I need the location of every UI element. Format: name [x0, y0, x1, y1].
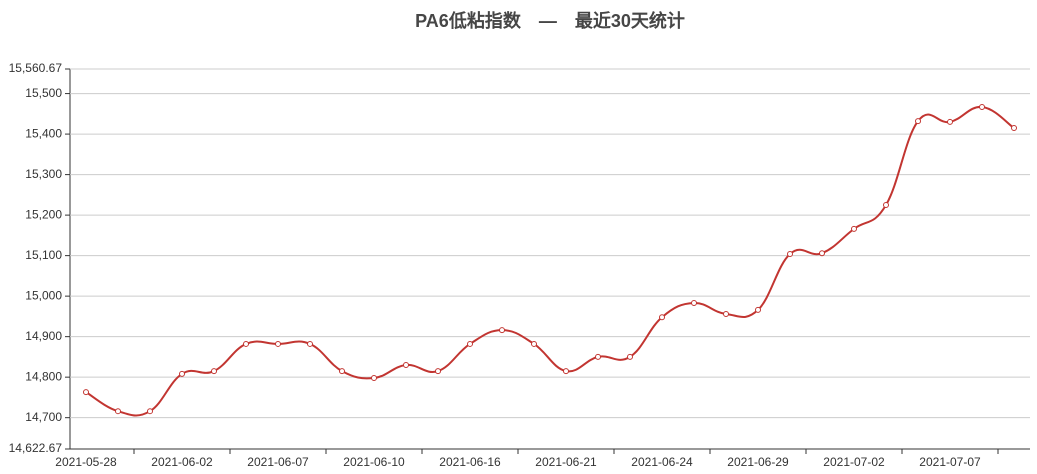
x-tick-label: 2021-06-02 — [151, 455, 213, 469]
y-tick-label: 15,000 — [25, 288, 62, 302]
point — [851, 225, 857, 232]
point — [179, 370, 185, 377]
x-tick-label: 2021-06-07 — [247, 455, 309, 469]
y-tick-label: 14,800 — [25, 369, 62, 383]
point — [947, 118, 953, 125]
point — [979, 103, 985, 110]
point — [787, 251, 793, 258]
x-tick-label: 2021-07-07 — [919, 455, 981, 469]
x-tick-label: 2021-06-10 — [343, 455, 405, 469]
line — [85, 105, 1015, 417]
point — [467, 340, 473, 347]
point — [307, 340, 313, 347]
point — [659, 314, 665, 321]
x-tick-label: 2021-06-24 — [631, 455, 693, 469]
point — [147, 408, 153, 415]
point — [755, 306, 761, 313]
y-tick-label: 15,400 — [25, 126, 62, 140]
point — [723, 310, 729, 317]
y-tick-label: 14,622.67 — [9, 441, 63, 455]
chart-title: PA6低粘指数 — 最近30天统计 — [415, 10, 685, 31]
point — [691, 300, 697, 307]
x-tick-label: 2021-06-29 — [727, 455, 789, 469]
x-tick-label: 2021-05-28 — [55, 455, 117, 469]
y-tick-label: 15,100 — [25, 248, 62, 262]
point — [563, 368, 569, 375]
point — [83, 389, 89, 396]
point — [339, 368, 345, 375]
point — [627, 353, 633, 360]
point — [499, 327, 505, 334]
point — [531, 340, 537, 347]
x-tick-label: 2021-06-16 — [439, 455, 501, 469]
point — [915, 118, 921, 125]
y-tick-label: 15,300 — [25, 167, 62, 181]
y-tick-label: 15,500 — [25, 86, 62, 100]
point — [211, 368, 217, 375]
point — [115, 408, 121, 415]
x-tick-label: 2021-07-02 — [823, 455, 885, 469]
x-tick-label: 2021-06-21 — [535, 455, 597, 469]
point — [243, 340, 249, 347]
point — [275, 340, 281, 347]
point — [595, 353, 601, 360]
y-tick-label: 15,200 — [25, 207, 62, 221]
point — [1011, 125, 1017, 132]
y-tick-label: 15,560.67 — [9, 61, 63, 75]
point — [883, 201, 889, 208]
point — [371, 374, 377, 381]
point — [819, 250, 825, 257]
y-tick-label: 14,900 — [25, 329, 62, 343]
point — [403, 362, 409, 369]
point — [435, 368, 441, 375]
y-tick-label: 14,700 — [25, 410, 62, 424]
